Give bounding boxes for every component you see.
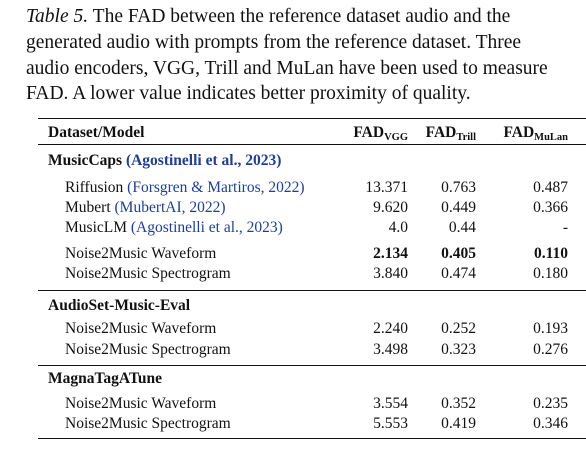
cell-vgg: 9.620: [373, 199, 408, 216]
cell-trill: 0.252: [441, 320, 476, 337]
section-title-audioset: AudioSet-Music-Eval: [48, 297, 191, 314]
header-fad-trill: FADTrill: [425, 124, 476, 143]
cell-mulan: 0.346: [533, 415, 568, 432]
caption-label: Table 5.: [26, 6, 89, 27]
cell-mulan: 0.487: [533, 179, 568, 196]
table-row-waveform: Noise2Music Waveform: [65, 395, 217, 412]
table-caption: Table 5. The FAD between the reference d…: [26, 4, 586, 107]
cell-vgg: 4.0: [388, 219, 408, 236]
table-row-musiclm: MusicLM (Agostinelli et al., 2023): [65, 219, 283, 236]
header-fad-mulan: FADMuLan: [503, 124, 568, 143]
cell-trill: 0.352: [441, 395, 476, 412]
section-citation: (Agostinelli et al., 2023): [125, 152, 282, 169]
cell-vgg-best: 2.134: [373, 245, 408, 262]
table-row-waveform: Noise2Music Waveform: [65, 320, 217, 337]
cell-trill: 0.763: [441, 179, 476, 196]
section-title-musiccaps: MusicCaps (Agostinelli et al., 2023): [48, 152, 282, 169]
cell-trill-best: 0.405: [441, 245, 476, 262]
cell-trill: 0.474: [441, 265, 476, 282]
table-row-spectrogram: Noise2Music Spectrogram: [65, 265, 231, 282]
cell-vgg: 3.554: [373, 395, 408, 412]
caption-line-1: Table 5. The FAD between the reference d…: [26, 6, 511, 27]
table-row-spectrogram: Noise2Music Spectrogram: [65, 341, 231, 358]
table-row-riffusion: Riffusion (Forsgren & Martiros, 2022): [65, 179, 305, 196]
cell-mulan: -: [562, 219, 568, 236]
caption-line-2: generated audio with prompts from the re…: [26, 31, 522, 53]
row-citation: (MubertAI, 2022): [114, 199, 226, 216]
cell-vgg: 3.498: [373, 341, 408, 358]
header-fad-vgg: FADVGG: [353, 124, 408, 143]
cell-vgg: 13.371: [365, 179, 408, 196]
cell-trill: 0.449: [441, 199, 476, 216]
caption-line-3: audio encoders, VGG, Trill and MuLan hav…: [26, 57, 548, 79]
cell-trill: 0.419: [441, 415, 476, 432]
table-bottom-rule: [38, 438, 586, 440]
cell-mulan: 0.366: [533, 199, 568, 216]
cell-vgg: 3.840: [373, 265, 408, 282]
cell-trill: 0.44: [448, 219, 476, 236]
table-row-waveform: Noise2Music Waveform: [65, 245, 217, 262]
cell-mulan: 0.235: [533, 395, 568, 412]
table-top-rule: [38, 118, 586, 120]
cell-mulan: 0.276: [533, 341, 568, 358]
cell-trill: 0.323: [441, 341, 476, 358]
row-citation: (Forsgren & Martiros, 2022): [127, 179, 305, 196]
header-model: Dataset/Model: [48, 124, 145, 141]
table-row-mubert: Mubert (MubertAI, 2022): [65, 199, 226, 216]
section-rule-2: [38, 365, 586, 366]
cell-mulan: 0.193: [533, 320, 568, 337]
cell-vgg: 2.240: [373, 320, 408, 337]
section-rule-1: [38, 290, 586, 291]
header-rule: [38, 144, 586, 145]
cell-vgg: 5.553: [373, 415, 408, 432]
cell-mulan-best: 0.110: [533, 245, 568, 262]
table-row-spectrogram: Noise2Music Spectrogram: [65, 415, 231, 432]
cell-mulan: 0.180: [533, 265, 568, 282]
caption-line-4: FAD. A lower value indicates better prox…: [26, 83, 471, 105]
section-title-magnatagatune: MagnaTagATune: [48, 370, 162, 387]
row-citation: (Agostinelli et al., 2023): [130, 219, 283, 236]
